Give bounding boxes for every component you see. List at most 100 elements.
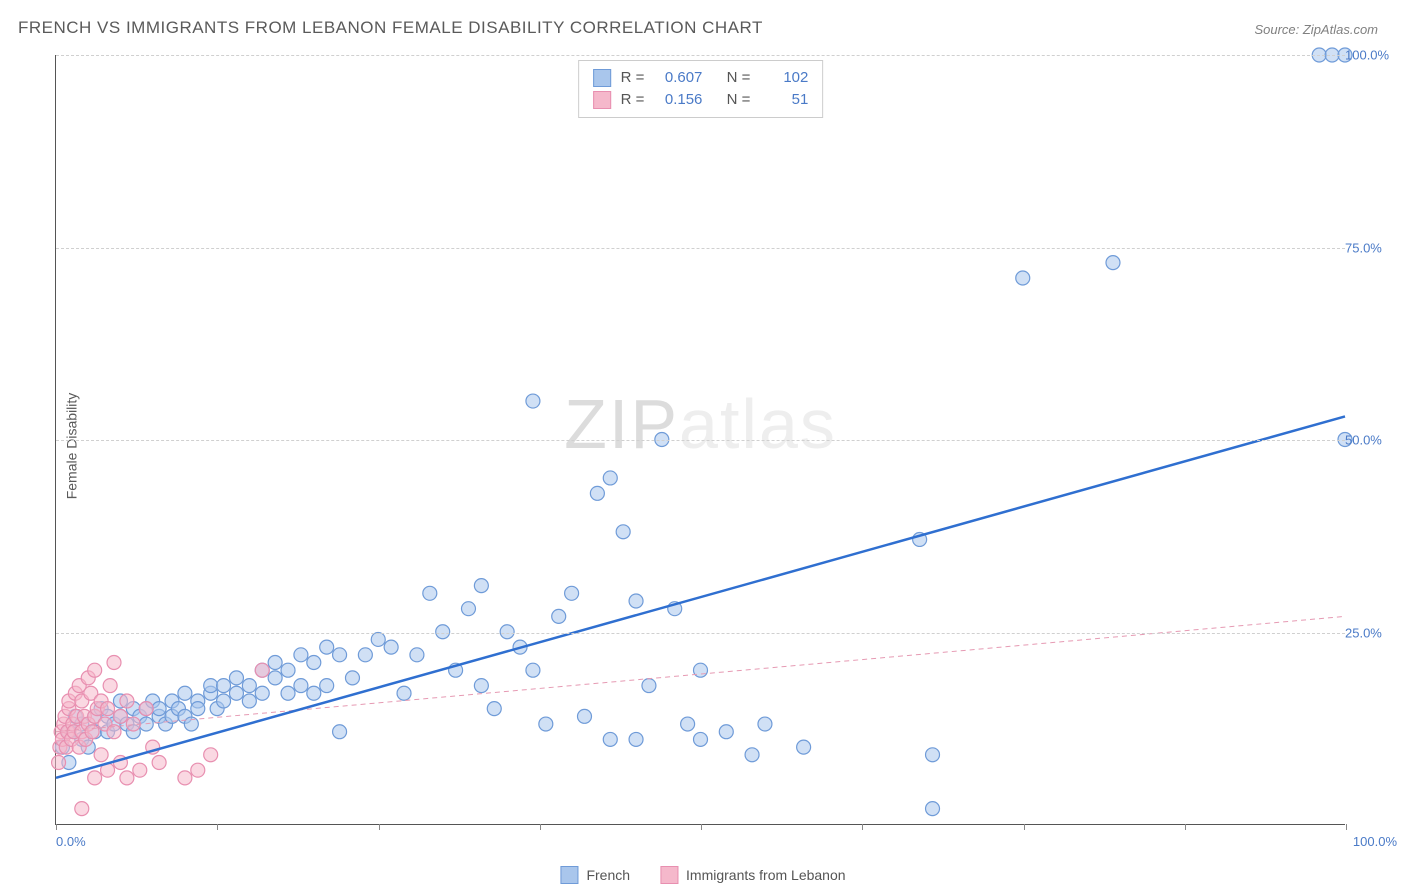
- data-point: [152, 702, 166, 716]
- data-point: [88, 663, 102, 677]
- data-point: [629, 594, 643, 608]
- data-point: [410, 648, 424, 662]
- data-point: [268, 671, 282, 685]
- data-point: [101, 702, 115, 716]
- x-axis-tick: [379, 824, 380, 830]
- data-point: [88, 771, 102, 785]
- data-point: [345, 671, 359, 685]
- data-point: [552, 609, 566, 623]
- y-tick-label: 50.0%: [1345, 433, 1400, 448]
- data-point: [487, 702, 501, 716]
- data-point: [333, 725, 347, 739]
- data-point: [204, 748, 218, 762]
- y-tick-label: 25.0%: [1345, 625, 1400, 640]
- data-point: [178, 686, 192, 700]
- data-point: [526, 663, 540, 677]
- chart-title: FRENCH VS IMMIGRANTS FROM LEBANON FEMALE…: [18, 18, 763, 38]
- source-attribution: Source: ZipAtlas.com: [1254, 22, 1378, 37]
- legend-item-french: French: [560, 866, 630, 884]
- data-point: [577, 709, 591, 723]
- data-point: [204, 679, 218, 693]
- data-point: [926, 748, 940, 762]
- data-point: [217, 694, 231, 708]
- trend-line: [56, 416, 1345, 777]
- data-point: [1016, 271, 1030, 285]
- data-point: [113, 709, 127, 723]
- data-point: [242, 679, 256, 693]
- swatch-icon: [560, 866, 578, 884]
- data-point: [139, 702, 153, 716]
- x-axis-tick: [701, 824, 702, 830]
- data-point: [103, 679, 117, 693]
- data-point: [268, 656, 282, 670]
- data-point: [85, 725, 99, 739]
- data-point: [307, 656, 321, 670]
- data-point: [642, 679, 656, 693]
- data-point: [281, 663, 295, 677]
- data-point: [229, 671, 243, 685]
- data-point: [397, 686, 411, 700]
- data-point: [320, 679, 334, 693]
- data-point: [107, 656, 121, 670]
- data-point: [797, 740, 811, 754]
- data-point: [474, 679, 488, 693]
- gridline: [56, 633, 1345, 634]
- data-point: [719, 725, 733, 739]
- gridline: [56, 248, 1345, 249]
- y-tick-label: 100.0%: [1345, 48, 1400, 63]
- data-point: [694, 732, 708, 746]
- data-point: [217, 679, 231, 693]
- data-point: [120, 771, 134, 785]
- data-point: [120, 694, 134, 708]
- y-tick-label: 75.0%: [1345, 240, 1400, 255]
- legend-label-french: French: [586, 867, 630, 883]
- data-point: [294, 679, 308, 693]
- data-point: [629, 732, 643, 746]
- gridline: [56, 440, 1345, 441]
- data-point: [52, 755, 66, 769]
- data-point: [423, 586, 437, 600]
- x-tick-max: 100.0%: [1353, 834, 1397, 849]
- data-point: [384, 640, 398, 654]
- data-point: [603, 471, 617, 485]
- data-point: [694, 663, 708, 677]
- legend-label-lebanon: Immigrants from Lebanon: [686, 867, 846, 883]
- data-point: [255, 686, 269, 700]
- data-point: [565, 586, 579, 600]
- data-point: [152, 755, 166, 769]
- data-point: [590, 486, 604, 500]
- data-point: [94, 748, 108, 762]
- data-point: [758, 717, 772, 731]
- data-point: [281, 686, 295, 700]
- data-point: [358, 648, 372, 662]
- data-point: [526, 394, 540, 408]
- data-point: [616, 525, 630, 539]
- data-point: [255, 663, 269, 677]
- data-point: [242, 694, 256, 708]
- x-axis-tick: [1024, 824, 1025, 830]
- x-axis-tick: [862, 824, 863, 830]
- data-point: [461, 602, 475, 616]
- x-axis-tick: [1346, 824, 1347, 830]
- data-point: [191, 763, 205, 777]
- chart-container: FRENCH VS IMMIGRANTS FROM LEBANON FEMALE…: [0, 0, 1406, 892]
- legend-item-lebanon: Immigrants from Lebanon: [660, 866, 846, 884]
- data-point: [133, 763, 147, 777]
- data-point: [474, 579, 488, 593]
- data-point: [320, 640, 334, 654]
- x-axis-tick: [56, 824, 57, 830]
- data-point: [333, 648, 347, 662]
- data-point: [371, 632, 385, 646]
- data-point: [681, 717, 695, 731]
- x-axis-tick: [1185, 824, 1186, 830]
- data-point: [191, 702, 205, 716]
- data-point: [75, 802, 89, 816]
- series-legend: French Immigrants from Lebanon: [560, 866, 845, 884]
- gridline: [56, 55, 1345, 56]
- plot-area: ZIPatlas R = 0.607 N = 102 R = 0.156 N =…: [55, 55, 1345, 825]
- data-point: [539, 717, 553, 731]
- data-point: [926, 802, 940, 816]
- data-point: [294, 648, 308, 662]
- data-point: [178, 771, 192, 785]
- x-tick-min: 0.0%: [56, 834, 86, 849]
